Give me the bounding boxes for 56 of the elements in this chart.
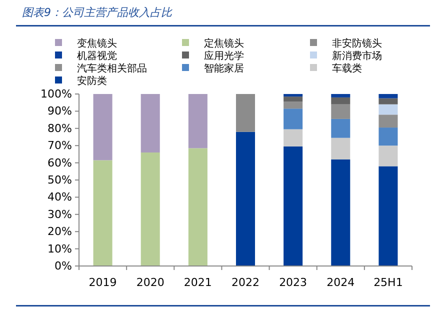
bar [284,108,303,130]
bar [236,94,256,132]
x-tick-label: 2024 [326,276,355,289]
legend-label: 车载类 [332,62,362,74]
bar [331,97,350,104]
bar [378,166,398,266]
bar [378,104,398,115]
y-tick-label: 10% [48,242,72,256]
y-tick-label: 60% [48,156,72,170]
y-tick-label: 30% [48,208,72,221]
legend-label: 非安防镜头 [332,38,382,50]
bar [378,94,398,98]
bar [284,129,303,146]
legend-label: 变焦镜头 [77,38,117,50]
bar [331,94,350,98]
x-tick-label: 2021 [184,276,212,289]
bar [284,94,303,97]
legend-label: 安防类 [77,75,107,87]
bar [284,146,303,266]
bar [140,152,160,266]
legend-label: 汽车类相关部品 [77,62,147,74]
legend-label: 新消费市场 [332,50,382,62]
bar [331,104,350,119]
bar [284,102,303,109]
y-tick-label: 0% [54,260,72,273]
y-tick-label: 70% [48,139,72,152]
bar [378,98,398,104]
bar [331,118,350,138]
legend-label: 智能家居 [204,62,244,74]
bar [188,94,208,148]
x-tick-label: 2020 [136,276,164,289]
x-tick-label: 2023 [279,276,308,289]
bar [284,96,303,102]
chart-title: 图表9：公司主营产品收入占比 [22,6,173,19]
bar [331,138,350,160]
bar [331,159,350,266]
y-tick-label: 20% [48,225,72,238]
bar [378,128,398,146]
bar [140,94,160,152]
x-tick-label: 2022 [232,276,260,289]
legend-label: 机器视觉 [77,50,117,62]
legend-label: 定焦镜头 [204,38,244,50]
y-tick-label: 80% [48,122,72,135]
x-tick-label: 2019 [88,276,117,289]
y-tick-label: 90% [48,104,72,118]
y-tick-label: 40% [48,190,72,204]
y-tick-label: 100% [40,88,72,101]
bar [378,114,398,128]
bar [93,94,112,160]
bar [236,132,256,266]
x-tick-label: 25H1 [374,276,403,289]
bar [188,148,208,266]
bar [93,160,112,266]
y-tick-label: 50% [48,174,72,187]
bar [378,146,398,166]
legend-label: 应用光学 [204,50,244,62]
